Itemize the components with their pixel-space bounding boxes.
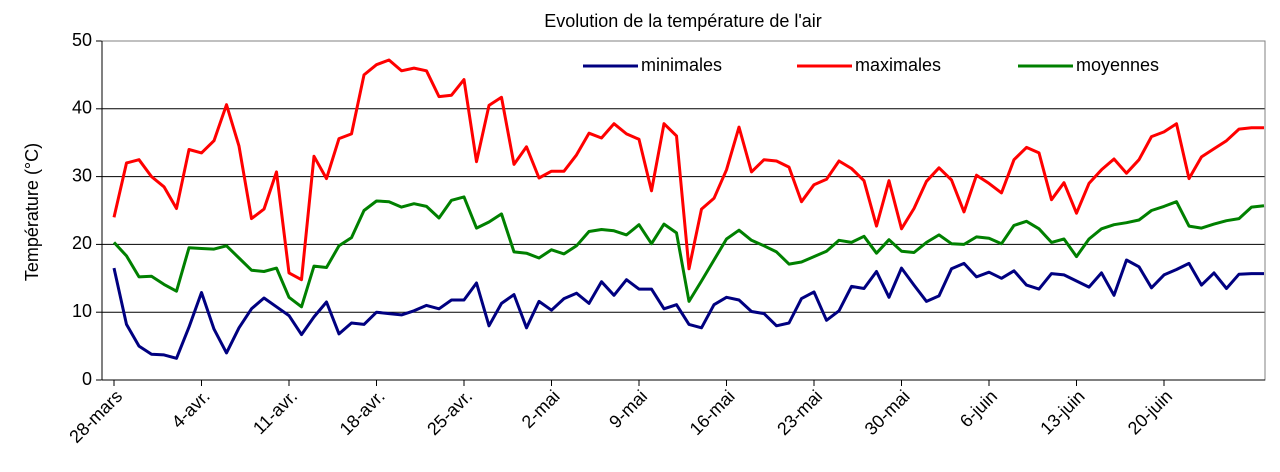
- x-tick-label: 25-avr.: [423, 386, 476, 439]
- legend-label: maximales: [855, 55, 941, 75]
- y-tick-label: 40: [72, 98, 92, 118]
- x-tick-label: 23-mai: [773, 386, 826, 439]
- series-line: [112, 195, 1265, 309]
- y-tick-label: 30: [72, 165, 92, 185]
- y-tick-label: 0: [82, 369, 92, 389]
- x-tick-label: 16-mai: [686, 386, 739, 439]
- x-tick-label: 20-juin: [1124, 386, 1176, 438]
- legend-label: minimales: [641, 55, 722, 75]
- x-tick-label: 11-avr.: [249, 386, 301, 438]
- x-tick-label: 4-avr.: [168, 386, 214, 432]
- x-tick-label: 9-mai: [605, 386, 651, 432]
- chart-title: Evolution de la température de l'air: [544, 11, 822, 31]
- series-line: [112, 58, 1264, 282]
- x-tick-label: 30-mai: [861, 386, 914, 439]
- y-axis-label: Température (°C): [22, 143, 42, 281]
- y-tick-label: 50: [72, 30, 92, 50]
- legend-label: moyennes: [1076, 55, 1159, 75]
- x-tick-label: 13-juin: [1036, 386, 1088, 438]
- x-tick-label: 28-mars: [65, 386, 126, 447]
- x-tick-label: 2-mai: [518, 386, 564, 432]
- y-tick-label: 20: [72, 233, 92, 253]
- x-tick-label: 6-juin: [956, 386, 1001, 431]
- series-line: [112, 258, 1264, 360]
- x-tick-label: 18-avr.: [336, 386, 389, 439]
- y-tick-label: 10: [72, 301, 92, 321]
